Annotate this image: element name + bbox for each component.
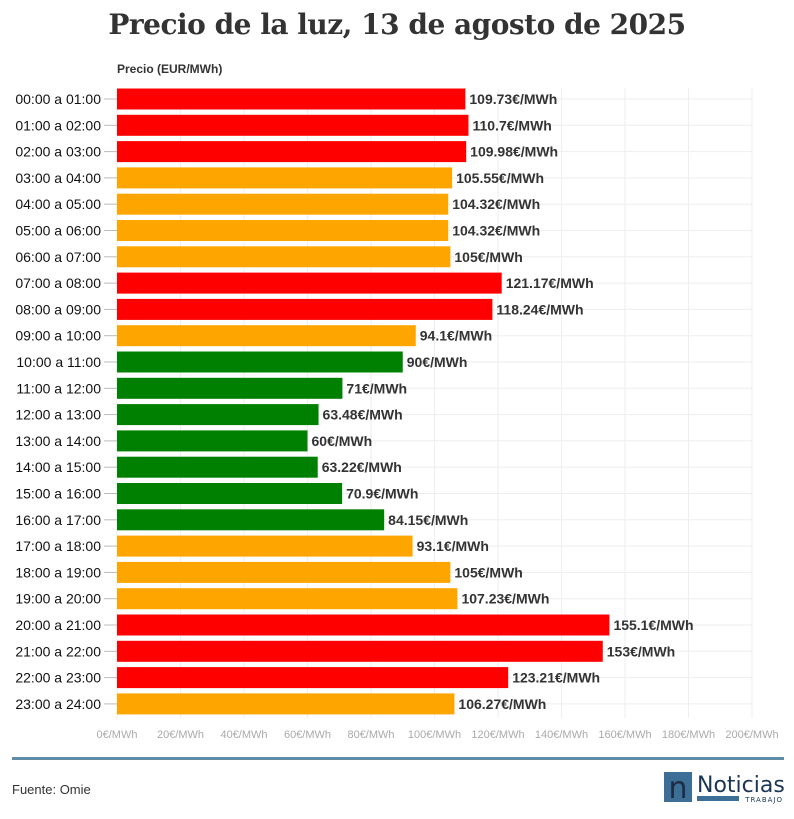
data-label: 90€/MWh [407,354,468,370]
category-label: 08:00 a 09:00 [15,301,101,317]
bar [117,430,308,452]
category-label: 06:00 a 07:00 [15,249,101,265]
bar [117,640,603,662]
data-label: 104.32€/MWh [452,223,540,239]
bar [117,588,458,610]
svg-text:TRABAJO: TRABAJO [744,796,783,804]
bar [117,667,509,689]
bar [117,167,453,189]
svg-text:n: n [668,772,687,804]
category-label: 09:00 a 10:00 [15,328,101,344]
category-label: 05:00 a 06:00 [15,223,101,239]
data-label: 63.22€/MWh [322,459,402,475]
data-label: 155.1€/MWh [613,617,693,633]
x-tick-label: 160€/MWh [598,729,651,741]
category-label: 22:00 a 23:00 [15,670,101,686]
svg-text:Noticias: Noticias [697,773,784,798]
category-label: 00:00 a 01:00 [15,91,101,107]
data-label: 93.1€/MWh [417,538,489,554]
noticias-trabajo-logo: n Noticias TRABAJO [664,772,784,804]
data-label: 105€/MWh [454,249,522,265]
data-label: 71€/MWh [346,380,407,396]
bar [117,404,319,426]
category-label: 14:00 a 15:00 [15,459,101,475]
bar [117,325,416,347]
data-label: 118.24€/MWh [496,301,583,317]
x-tick-label: 20€/MWh [157,729,204,741]
data-label: 123.21€/MWh [512,670,600,686]
category-label: 23:00 a 24:00 [15,696,101,712]
data-label: 109.98€/MWh [470,144,558,160]
x-tick-label: 100€/MWh [408,729,461,741]
bar [117,693,455,715]
category-label: 16:00 a 17:00 [15,512,101,528]
source-note: Fuente: Omie [12,782,91,797]
data-label: 104.32€/MWh [452,196,540,212]
bar [117,88,466,110]
bar [117,483,343,504]
bar [117,561,451,583]
bar [117,614,610,636]
category-label: 21:00 a 22:00 [15,643,101,659]
bar [117,141,467,163]
category-label: 18:00 a 19:00 [15,564,101,580]
category-label: 19:00 a 20:00 [15,591,101,607]
bar [117,509,385,531]
category-label: 04:00 a 05:00 [15,196,101,212]
data-label: 63.48€/MWh [323,407,403,423]
bar-chart: Precio (EUR/MWh) 0€/MWh 20€/MWh 40€/MWh 60€/… [15,62,778,741]
bar [117,272,502,294]
bar [117,114,469,136]
category-label: 07:00 a 08:00 [15,275,101,291]
data-label: 70.9€/MWh [346,486,418,502]
category-label: 12:00 a 13:00 [15,407,101,423]
category-label: 01:00 a 02:00 [15,117,101,133]
footer-divider [12,757,784,760]
category-label: 02:00 a 03:00 [15,144,101,160]
x-tick-label: 140€/MWh [535,729,588,741]
data-label: 121.17€/MWh [506,275,594,291]
x-tick-label: 60€/MWh [284,729,331,741]
data-label: 107.23€/MWh [461,591,549,607]
x-tick-label: 120€/MWh [471,729,524,741]
data-label: 84.15€/MWh [388,512,468,528]
category-label: 11:00 a 12:00 [16,380,101,396]
category-label: 15:00 a 16:00 [15,486,101,502]
category-label: 17:00 a 18:00 [15,538,101,554]
category-label: 03:00 a 04:00 [15,170,101,186]
x-tick-label: 80€/MWh [347,729,394,741]
x-tick-label: 0€/MWh [97,729,138,741]
data-label: 110.7€/MWh [472,117,551,133]
x-tick-label: 180€/MWh [662,729,715,741]
bar [117,535,413,557]
data-label: 109.73€/MWh [469,91,557,107]
bar [117,351,403,373]
bar [117,246,451,268]
bar [117,456,318,478]
data-label: 105.55€/MWh [456,170,544,186]
data-label: 94.1€/MWh [420,328,492,344]
data-label: 153€/MWh [607,643,675,659]
chart-title: Precio de la luz, 13 de agosto de 2025 [108,8,686,41]
category-label: 20:00 a 21:00 [15,617,101,633]
bar [117,220,449,241]
category-label: 10:00 a 11:00 [16,354,101,370]
x-tick-label: 200€/MWh [725,729,778,741]
data-label: 105€/MWh [454,564,522,580]
x-tick-label: 40€/MWh [220,729,267,741]
bar [117,193,449,215]
data-label: 60€/MWh [312,433,373,449]
category-label: 13:00 a 14:00 [15,433,101,449]
data-label: 106.27€/MWh [458,696,546,712]
y-axis-label: Precio (EUR/MWh) [117,62,222,76]
bar [117,377,343,399]
bar [117,298,493,320]
